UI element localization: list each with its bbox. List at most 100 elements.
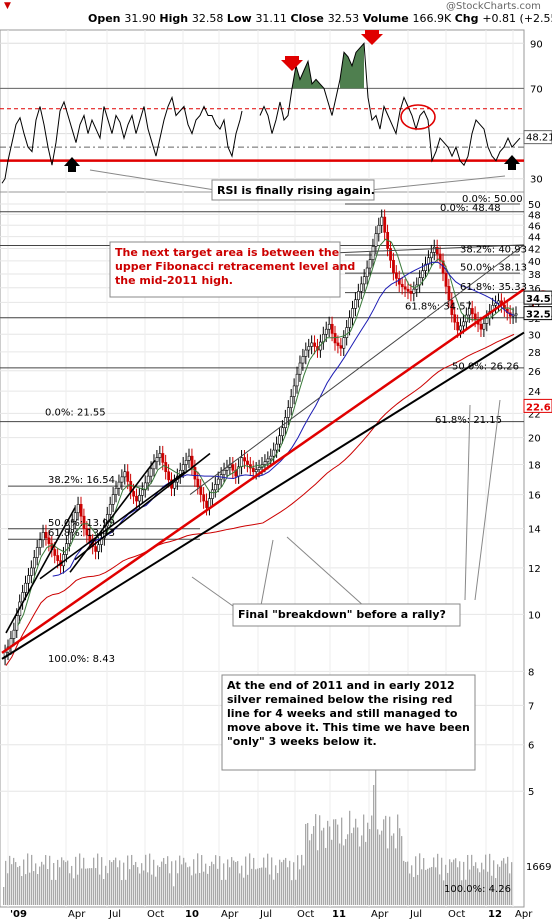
volume-bar bbox=[251, 868, 253, 905]
volume-bar bbox=[211, 861, 213, 905]
redline-note-text: line for 4 weeks and still managed to bbox=[227, 707, 458, 720]
volume-bar bbox=[57, 859, 59, 905]
price-candle bbox=[403, 286, 407, 290]
volume-bar bbox=[33, 871, 35, 905]
price-candle bbox=[354, 299, 357, 309]
price-candle bbox=[482, 323, 486, 330]
volume-bar bbox=[163, 857, 165, 905]
volume-bar bbox=[263, 857, 265, 905]
volume-bar bbox=[471, 854, 473, 905]
volume-bar bbox=[255, 869, 257, 905]
ma-long-line bbox=[5, 333, 515, 666]
price-candle bbox=[24, 582, 28, 593]
volume-bar bbox=[15, 862, 17, 905]
price-candle bbox=[389, 248, 392, 261]
price-candle bbox=[181, 464, 185, 471]
volume-bar bbox=[101, 857, 103, 905]
volume-bar bbox=[331, 839, 333, 905]
price-candle bbox=[432, 246, 436, 253]
volume-bar bbox=[215, 855, 217, 905]
volume-bar bbox=[3, 887, 5, 905]
volume-bar bbox=[121, 880, 123, 905]
volume-bar bbox=[335, 819, 337, 905]
price-candle bbox=[298, 362, 302, 375]
x-tick-label: Apr bbox=[68, 909, 86, 920]
price-tick-label: 18 bbox=[528, 461, 541, 472]
volume-bar bbox=[167, 856, 169, 905]
target-note-text: the mid-2011 high. bbox=[115, 274, 233, 287]
redline-note-text: move above it. This time we have been bbox=[227, 721, 470, 734]
volume-bar bbox=[441, 857, 443, 905]
x-tick-label: Jul bbox=[108, 909, 121, 920]
price-candle bbox=[231, 464, 235, 471]
volume-bar bbox=[37, 874, 39, 905]
price-candle bbox=[190, 455, 194, 468]
price-tick-label: 50 bbox=[528, 200, 541, 211]
volume-bar bbox=[483, 869, 485, 905]
volume-bar bbox=[271, 857, 273, 905]
volume-bar bbox=[157, 865, 159, 905]
price-candle bbox=[173, 481, 176, 489]
volume-bar bbox=[265, 867, 267, 905]
price-candle bbox=[272, 449, 276, 457]
header-arrow: ▼ bbox=[4, 1, 11, 11]
volume-bar bbox=[279, 859, 281, 905]
volume-bar bbox=[223, 863, 225, 905]
price-candle bbox=[473, 313, 477, 320]
price-candle bbox=[447, 286, 451, 301]
volume-bar bbox=[235, 862, 237, 905]
volume-bar bbox=[159, 866, 161, 905]
volume-bar bbox=[259, 867, 261, 905]
price-tick-label: 28 bbox=[528, 348, 541, 359]
price-candle bbox=[187, 455, 191, 461]
price-tick-label: 7 bbox=[528, 701, 534, 712]
volume-bar bbox=[495, 878, 497, 905]
redline-note-text: "only" 3 weeks below it. bbox=[227, 735, 377, 748]
price-candle bbox=[383, 216, 387, 233]
volume-bar bbox=[397, 814, 399, 905]
volume-bar bbox=[267, 853, 269, 905]
volume-bar bbox=[285, 857, 287, 905]
volume-bar bbox=[477, 868, 479, 905]
volume-bar bbox=[83, 857, 85, 905]
volume-bar bbox=[149, 853, 151, 905]
volume-bar bbox=[481, 862, 483, 905]
volume-bar bbox=[409, 873, 411, 905]
price-candle bbox=[278, 435, 282, 445]
volume-bar bbox=[499, 866, 501, 905]
volume-bar bbox=[371, 815, 373, 905]
x-tick-label: Apr bbox=[515, 909, 533, 920]
x-tick-label: 10 bbox=[185, 909, 199, 920]
price-candle bbox=[56, 555, 60, 561]
price-tick-label: 20 bbox=[528, 434, 541, 445]
price-candle bbox=[263, 461, 267, 465]
price-candle bbox=[161, 453, 165, 463]
volume-bar bbox=[245, 856, 247, 905]
price-candle bbox=[310, 342, 314, 347]
volume-bar bbox=[491, 875, 493, 905]
volume-bar bbox=[115, 857, 117, 905]
fib-label-left: 50.0%: 13.99 bbox=[48, 518, 115, 529]
price-candle bbox=[307, 346, 311, 351]
price-candle bbox=[251, 467, 255, 473]
price-candle bbox=[82, 515, 86, 529]
rsi-tick-label: 70 bbox=[530, 84, 543, 95]
price-current-box bbox=[523, 306, 552, 321]
volume-bar bbox=[467, 854, 469, 905]
red-down-arrow bbox=[281, 56, 303, 71]
volume-bar bbox=[197, 853, 199, 905]
price-tick-label: 10 bbox=[528, 610, 541, 621]
volume-bar bbox=[411, 865, 413, 905]
price-candle bbox=[301, 356, 305, 364]
volume-bar bbox=[9, 855, 11, 905]
volume-bar bbox=[47, 869, 49, 905]
volume-bar bbox=[143, 870, 145, 905]
volume-bar bbox=[505, 863, 507, 905]
volume-bar bbox=[389, 816, 391, 905]
black-trendline bbox=[5, 507, 76, 634]
volume-bar bbox=[175, 860, 177, 905]
volume-layer bbox=[3, 755, 513, 905]
price-candle bbox=[123, 471, 127, 478]
volume-bar bbox=[119, 860, 121, 905]
